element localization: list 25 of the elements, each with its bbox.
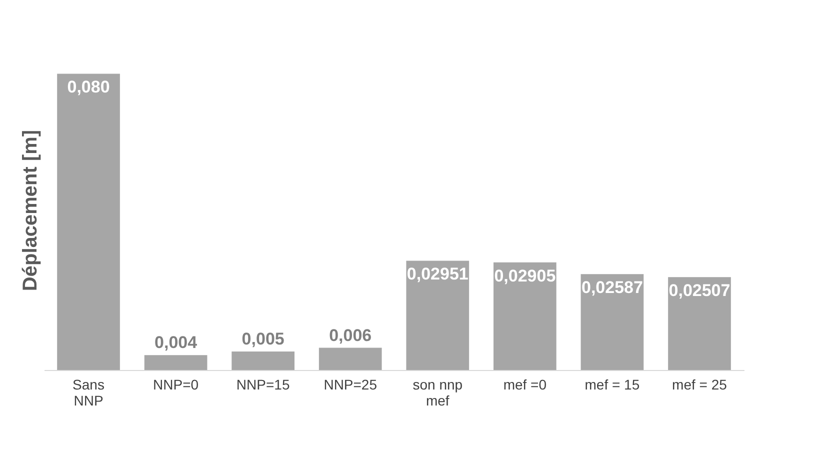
x-tick-label: Sans NNP: [72, 376, 104, 408]
x-tick-label: NNP=25: [324, 376, 378, 392]
y-axis-title: Déplacement [m]: [20, 130, 42, 292]
x-tick-label: NNP=15: [236, 376, 290, 392]
data-label: 0,080: [67, 78, 110, 97]
bar: [57, 74, 120, 370]
data-label: 0,004: [154, 333, 198, 352]
x-tick-label: NNP=0: [153, 376, 199, 392]
bar: [668, 277, 731, 370]
data-label: 0,02951: [406, 264, 468, 284]
bar: [144, 355, 208, 370]
data-label: 0,02905: [494, 266, 556, 286]
bar: [580, 274, 644, 370]
bar: [406, 260, 470, 370]
x-tick-label: mef = 15: [584, 376, 640, 392]
data-label: 0,005: [242, 329, 284, 348]
data-label: 0,006: [329, 326, 372, 345]
bar: [318, 348, 382, 370]
bar: [232, 351, 294, 370]
x-tick-label: mef =0: [503, 376, 547, 392]
bar: [494, 262, 556, 370]
data-label: 0,02587: [581, 278, 643, 298]
x-tick-label: mef = 25: [672, 376, 728, 392]
data-label: 0,02507: [668, 281, 730, 300]
x-tick-label: son nnp mef: [412, 376, 463, 408]
